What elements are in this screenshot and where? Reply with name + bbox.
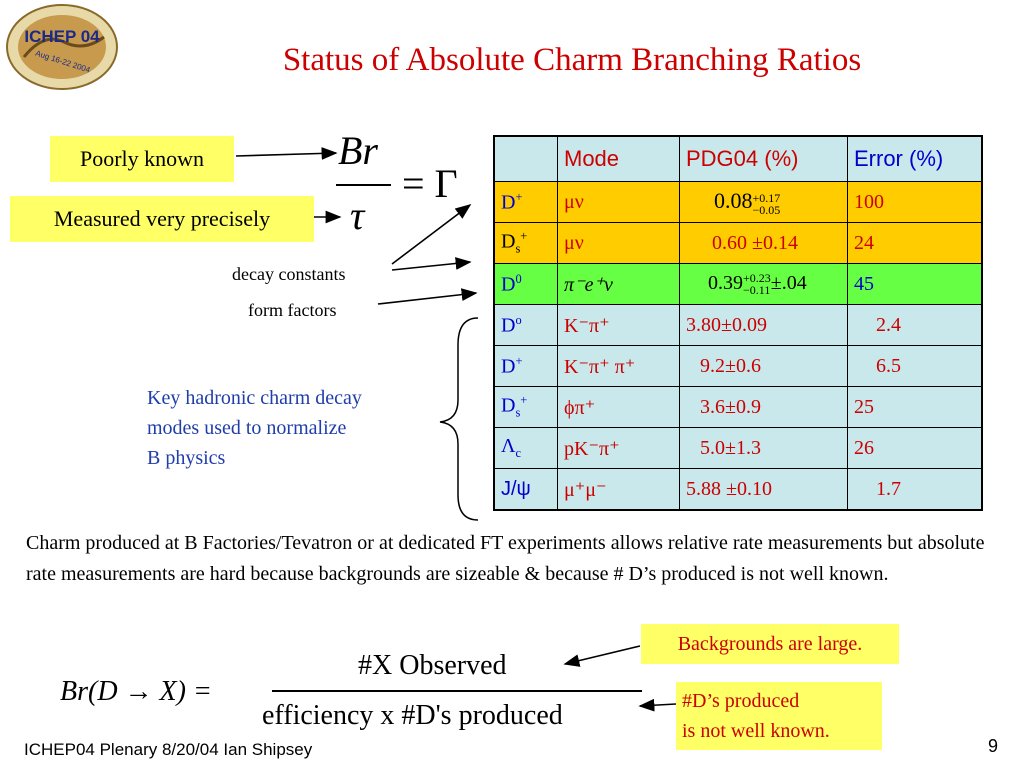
- formula-fraction-line: [336, 184, 391, 186]
- pdg-cell: 9.2±0.6: [679, 345, 848, 387]
- table-row: Ds+ μν 0.60 ±0.14 24: [493, 222, 983, 264]
- error-cell: 2.4: [847, 304, 983, 346]
- error-cell: 45: [847, 263, 983, 305]
- particle-cell: Ds+: [493, 386, 558, 428]
- bottom-formula-fraction-line: [272, 690, 642, 692]
- poorly-known-callout: Poorly known: [50, 136, 234, 182]
- table-row: D+ K⁻π⁺ π⁺ 9.2±0.6 6.5: [493, 345, 983, 387]
- header-mode: Mode: [557, 135, 680, 182]
- mode-cell: ϕπ⁺: [557, 386, 680, 428]
- ichep-logo: ICHEP 04 Aug 16-22 2004: [6, 4, 118, 90]
- logo-text: ICHEP 04: [24, 27, 100, 46]
- particle-cell: D+: [493, 345, 558, 387]
- bottom-formula-denominator: efficiency x #D's produced: [262, 700, 563, 731]
- pdg-cell: 0.08 +0.17 −0.05: [679, 181, 848, 223]
- table-header-row: Mode PDG04 (%) Error (%): [493, 135, 983, 182]
- footer-text: ICHEP04 Plenary 8/20/04 Ian Shipsey: [24, 740, 313, 759]
- particle-cell: Ds+: [493, 222, 558, 264]
- error-cell: 26: [847, 427, 983, 469]
- key-line-1: Key hadronic charm decay: [147, 387, 362, 409]
- table-row: D+ μν 0.08 +0.17 −0.05 100: [493, 181, 983, 223]
- brace: [439, 317, 479, 521]
- key-line-3: B physics: [147, 447, 226, 469]
- mode-cell: K⁻π⁺: [557, 304, 680, 346]
- key-hadronic-note: Key hadronic charm decay modes used to n…: [147, 383, 362, 473]
- measured-precisely-callout: Measured very precisely: [10, 196, 314, 242]
- page-number: 9: [988, 736, 999, 756]
- error-cell: 6.5: [847, 345, 983, 387]
- header-error: Error (%): [847, 135, 983, 182]
- bottom-formula-lhs: Br(D → X) =: [60, 676, 212, 707]
- table-row: Ds+ ϕπ⁺ 3.6±0.9 25: [493, 386, 983, 428]
- mode-cell: pK⁻π⁺: [557, 427, 680, 469]
- mode-cell: K⁻π⁺ π⁺: [557, 345, 680, 387]
- error-cell: 24: [847, 222, 983, 264]
- formula-br: Br: [338, 128, 378, 173]
- pdg-cell: 5.88 ±0.10: [679, 468, 848, 511]
- particle-cell: Do: [493, 304, 558, 346]
- body-paragraph: Charm produced at B Factories/Tevatron o…: [26, 532, 985, 585]
- arrow-form: [377, 288, 478, 305]
- decay-constants-label: decay constants: [232, 264, 346, 284]
- table-row: Do K⁻π⁺ 3.80±0.09 2.4: [493, 304, 983, 346]
- particle-cell: D0: [493, 263, 558, 305]
- table-row: D0 π⁻e⁺ν 0.39 +0.23 −0.11 ±.04 45: [493, 263, 983, 305]
- formula-tau: τ: [350, 193, 365, 238]
- d-produced-line-1: #D’s produced: [682, 690, 800, 712]
- key-line-2: modes used to normalize: [147, 417, 347, 439]
- mode-cell: μν: [557, 222, 680, 264]
- pdg-cell: 3.6±0.9: [679, 386, 848, 428]
- mode-cell: π⁻e⁺ν: [557, 263, 680, 305]
- table-row: J/ψ μ⁺μ⁻ 5.88 ±0.10 1.7: [493, 468, 983, 511]
- formula-gamma: = Γ: [402, 161, 458, 206]
- mode-cell: μ⁺μ⁻: [557, 468, 680, 511]
- d-produced-line-2: is not well known.: [682, 720, 830, 742]
- particle-cell: Λc: [493, 427, 558, 469]
- mode-cell: μν: [557, 181, 680, 223]
- header-pdg04: PDG04 (%): [679, 135, 848, 182]
- pdg-cell: 0.39 +0.23 −0.11 ±.04: [679, 263, 848, 305]
- bottom-formula-numerator: #X Observed: [358, 650, 507, 681]
- table-row: Λc pK⁻π⁺ 5.0±1.3 26: [493, 427, 983, 469]
- error-cell: 100: [847, 181, 983, 223]
- backgrounds-callout: Backgrounds are large.: [641, 624, 899, 664]
- form-factors-label: form factors: [248, 300, 337, 320]
- particle-cell: D+: [493, 181, 558, 223]
- d-produced-callout: #D’s produced is not well known.: [676, 682, 882, 750]
- header-particle: [493, 135, 558, 182]
- arrow-decay-1: [391, 204, 472, 265]
- arrow-backgrounds: [563, 645, 641, 667]
- pdg-cell: 5.0±1.3: [679, 427, 848, 469]
- arrow-dprod: [638, 698, 677, 712]
- branching-ratio-table: Mode PDG04 (%) Error (%) D+ μν 0.08 +0.17…: [493, 135, 983, 511]
- arrow-poorly-known: [235, 147, 338, 160]
- pdg-cell: 0.60 ±0.14: [679, 222, 848, 264]
- error-cell: 25: [847, 386, 983, 428]
- particle-cell: J/ψ: [493, 468, 558, 511]
- pdg-cell: 3.80±0.09: [679, 304, 848, 346]
- slide-title: Status of Absolute Charm Branching Ratio…: [282, 42, 862, 78]
- arrow-decay-2: [391, 257, 472, 271]
- error-cell: 1.7: [847, 468, 983, 511]
